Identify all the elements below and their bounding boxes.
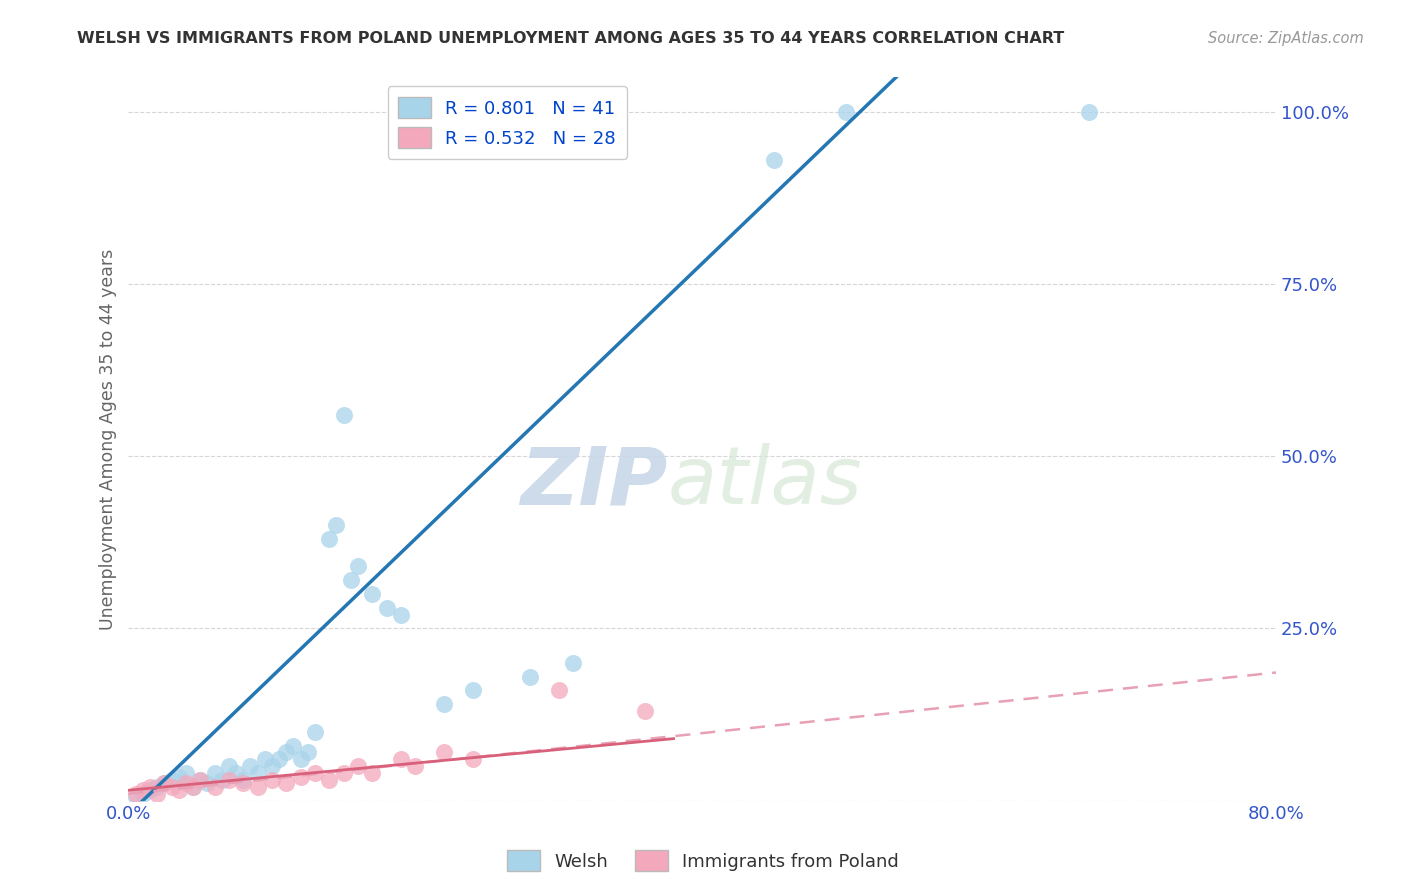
- Point: [139, 783, 162, 797]
- Point: [232, 776, 254, 790]
- Point: [267, 752, 290, 766]
- Point: [246, 766, 269, 780]
- Point: [167, 770, 190, 784]
- Point: [332, 408, 354, 422]
- Point: [124, 790, 146, 805]
- Point: [1078, 104, 1101, 119]
- Point: [167, 783, 190, 797]
- Point: [124, 787, 146, 801]
- Point: [433, 697, 456, 711]
- Point: [634, 704, 657, 718]
- Point: [153, 776, 176, 790]
- Point: [283, 739, 305, 753]
- Point: [225, 766, 247, 780]
- Point: [253, 752, 276, 766]
- Point: [404, 759, 426, 773]
- Point: [218, 772, 240, 787]
- Point: [304, 766, 326, 780]
- Point: [181, 780, 204, 794]
- Point: [188, 772, 211, 787]
- Text: WELSH VS IMMIGRANTS FROM POLAND UNEMPLOYMENT AMONG AGES 35 TO 44 YEARS CORRELATI: WELSH VS IMMIGRANTS FROM POLAND UNEMPLOY…: [77, 31, 1064, 46]
- Point: [304, 724, 326, 739]
- Point: [762, 153, 785, 167]
- Point: [132, 787, 155, 801]
- Text: Source: ZipAtlas.com: Source: ZipAtlas.com: [1208, 31, 1364, 46]
- Point: [461, 683, 484, 698]
- Point: [325, 518, 347, 533]
- Point: [547, 683, 569, 698]
- Point: [211, 772, 233, 787]
- Point: [290, 770, 312, 784]
- Point: [519, 670, 541, 684]
- Point: [260, 759, 283, 773]
- Point: [204, 780, 226, 794]
- Point: [160, 772, 183, 787]
- Point: [562, 656, 585, 670]
- Point: [290, 752, 312, 766]
- Point: [361, 766, 384, 780]
- Point: [218, 759, 240, 773]
- Point: [132, 783, 155, 797]
- Point: [297, 746, 319, 760]
- Point: [139, 780, 162, 794]
- Point: [339, 573, 361, 587]
- Point: [375, 600, 398, 615]
- Point: [174, 766, 197, 780]
- Point: [461, 752, 484, 766]
- Text: atlas: atlas: [668, 443, 862, 522]
- Y-axis label: Unemployment Among Ages 35 to 44 years: Unemployment Among Ages 35 to 44 years: [100, 248, 117, 630]
- Legend: R = 0.801   N = 41, R = 0.532   N = 28: R = 0.801 N = 41, R = 0.532 N = 28: [388, 87, 627, 159]
- Point: [834, 104, 856, 119]
- Text: ZIP: ZIP: [520, 443, 668, 522]
- Point: [433, 746, 456, 760]
- Point: [246, 780, 269, 794]
- Point: [146, 787, 169, 801]
- Point: [318, 532, 340, 546]
- Point: [332, 766, 354, 780]
- Point: [153, 776, 176, 790]
- Legend: Welsh, Immigrants from Poland: Welsh, Immigrants from Poland: [501, 843, 905, 879]
- Point: [318, 772, 340, 787]
- Point: [188, 772, 211, 787]
- Point: [232, 772, 254, 787]
- Point: [276, 746, 298, 760]
- Point: [146, 780, 169, 794]
- Point: [347, 759, 370, 773]
- Point: [181, 780, 204, 794]
- Point: [160, 780, 183, 794]
- Point: [195, 776, 218, 790]
- Point: [276, 776, 298, 790]
- Point: [389, 607, 412, 622]
- Point: [260, 772, 283, 787]
- Point: [239, 759, 262, 773]
- Point: [389, 752, 412, 766]
- Point: [174, 776, 197, 790]
- Point: [347, 559, 370, 574]
- Point: [204, 766, 226, 780]
- Point: [361, 587, 384, 601]
